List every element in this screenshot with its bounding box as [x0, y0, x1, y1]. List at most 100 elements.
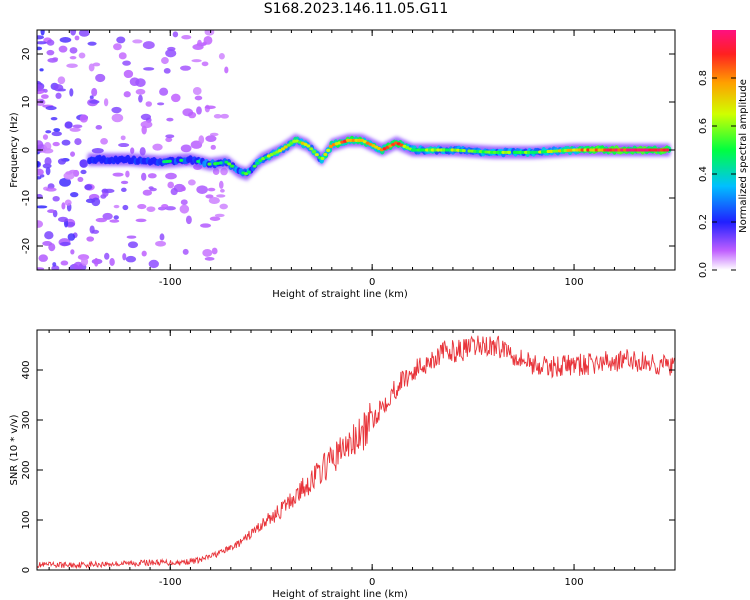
ridge-peak [504, 150, 509, 154]
noise-blob [152, 143, 163, 151]
noise-blob [209, 216, 221, 221]
y-tick-label: -20 [21, 238, 32, 254]
noise-blob [37, 168, 44, 176]
noise-blob [179, 204, 190, 214]
noise-blob [72, 124, 83, 129]
noise-blob [161, 204, 169, 209]
noise-blob [37, 176, 42, 180]
noise-blob [135, 218, 147, 223]
noise-blob [207, 187, 216, 192]
noise-blob [127, 241, 139, 249]
noise-blob [47, 209, 56, 213]
noise-blob [74, 138, 82, 146]
ridge-peak [354, 138, 359, 142]
noise-blob [172, 31, 179, 38]
noise-blob [192, 86, 202, 96]
noise-blob [39, 68, 44, 72]
noise-blob [63, 172, 75, 180]
ridge-peak [328, 144, 333, 148]
chart-title: S168.2023.146.11.05.G11 [263, 1, 449, 17]
noise-blob [81, 257, 89, 266]
ridge-peak [255, 161, 260, 165]
ridge-peak [614, 148, 619, 152]
noise-blob [95, 125, 103, 130]
noise-blob [89, 99, 100, 104]
ridge-peak [351, 138, 356, 142]
ridge-peak [286, 143, 291, 147]
ridge-peak [433, 148, 438, 152]
noise-blob [224, 66, 229, 74]
noise-blob [92, 62, 101, 67]
noise-blob [66, 221, 76, 227]
noise-blob [89, 225, 95, 234]
ridge-peak [357, 138, 362, 142]
noise-blob [159, 233, 165, 241]
ridge-peak [605, 148, 610, 152]
ridge-peak [600, 148, 605, 152]
ridge-peak [495, 150, 500, 154]
noise-blob [130, 147, 135, 154]
noise-blob [46, 49, 55, 56]
noise-blob [197, 39, 202, 47]
ridge-peak [490, 150, 495, 154]
noise-blob [95, 73, 106, 83]
noise-blob [219, 203, 228, 210]
noise-blob [126, 235, 137, 239]
ridge-peak [586, 148, 591, 152]
noise-blob [120, 180, 129, 185]
plot-frame [36, 329, 676, 571]
noise-blob [167, 181, 175, 189]
ridge-peak [634, 148, 639, 152]
noise-blob [202, 41, 207, 46]
noise-blob [48, 243, 56, 252]
noise-blob [170, 187, 178, 196]
noise-blob [209, 132, 219, 137]
noise-blob [37, 205, 48, 209]
y-tick-label: 200 [21, 460, 32, 479]
noise-blob [113, 43, 122, 51]
ridge-peak [413, 148, 418, 152]
noise-blob [112, 172, 124, 177]
noise-blob [118, 52, 127, 60]
noise-blob [100, 138, 108, 145]
ridge-peak [444, 148, 449, 152]
noise-blob [52, 262, 57, 267]
noise-blob [61, 139, 71, 146]
noise-blob [42, 134, 49, 140]
noise-blob [37, 267, 45, 270]
ridge-peak [611, 148, 616, 152]
ridge-peak [665, 148, 670, 152]
ridge-peak [512, 150, 517, 154]
noise-blob [113, 204, 120, 209]
ridge-peak [645, 148, 650, 152]
noise-blob [45, 187, 57, 192]
ridge-peak [252, 164, 257, 168]
noise-blob [165, 172, 177, 180]
ridge-peak [594, 148, 599, 152]
noise-blob [91, 197, 101, 207]
noise-blob [52, 141, 60, 147]
noise-blob [52, 195, 60, 202]
ridge-peak [422, 148, 427, 152]
noise-blob [113, 215, 119, 220]
ridge-peak [450, 148, 455, 152]
noise-blob [180, 144, 192, 153]
ridge-peak [659, 148, 664, 152]
noise-blob [219, 180, 224, 189]
ridge-peak [583, 148, 588, 152]
noise-blob [78, 30, 90, 37]
ridge-peak [207, 162, 212, 166]
noise-blob [121, 187, 127, 193]
noise-blob [122, 253, 127, 261]
noise-blob [37, 41, 48, 45]
noise-blob [140, 120, 153, 129]
ridge-peak [320, 156, 325, 161]
noise-blob [147, 173, 157, 179]
noise-blob [45, 166, 51, 176]
ridge-peak [283, 145, 288, 149]
ridge-peak [345, 138, 350, 142]
ridge-peak [577, 148, 582, 152]
ridge-peak [258, 158, 263, 163]
